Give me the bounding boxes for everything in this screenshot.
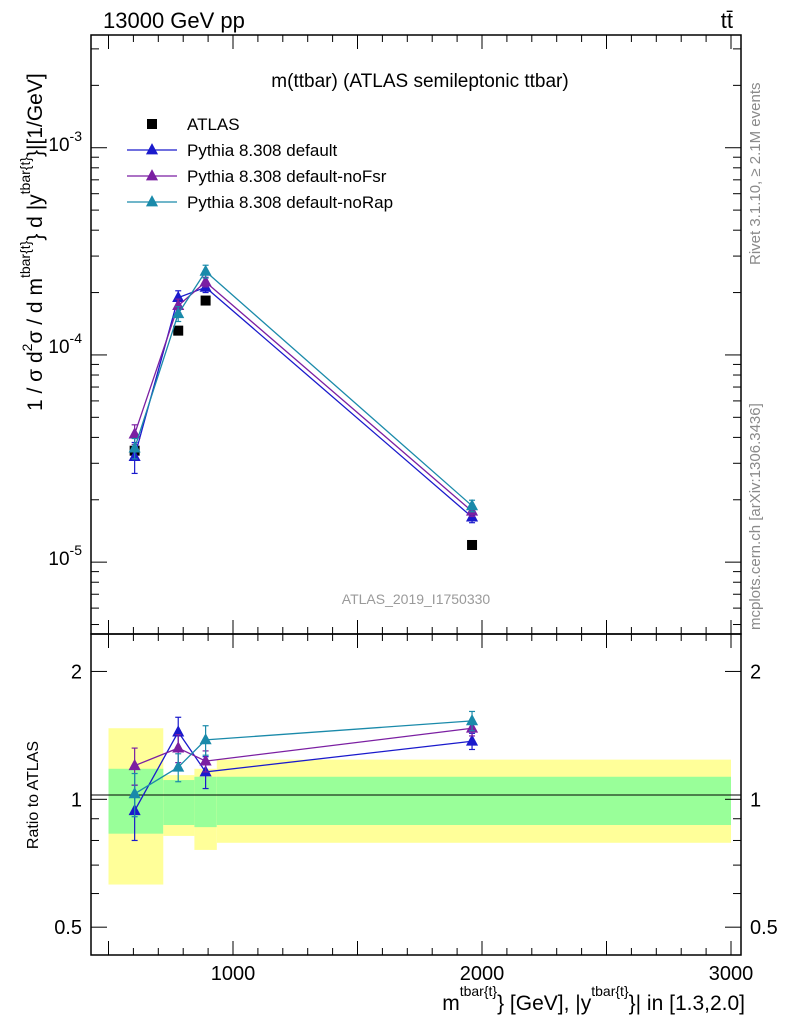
ratio-y-tick-labels: 0.5 0.5 1 1 2 2 — [54, 661, 778, 939]
data-point — [199, 754, 212, 766]
data-point — [128, 441, 141, 453]
legend: ATLAS Pythia 8.308 default Pythia 8.308 de… — [127, 115, 393, 212]
data-point — [145, 143, 159, 155]
data-point — [465, 498, 479, 511]
ratio-ytick-label-left: 0.5 — [54, 917, 82, 939]
legend-label: Pythia 8.308 default-noRap — [187, 193, 393, 212]
ytick-exponent: -5 — [70, 542, 83, 558]
data-point — [467, 539, 478, 550]
ratio-panel: 0.5 0.5 1 1 2 2 1000 2000 3000 Ratio to ATLAS m… — [25, 633, 778, 1015]
legend-item: Pythia 8.308 default — [127, 141, 338, 160]
main-series-layer — [128, 264, 479, 550]
data-point — [147, 119, 157, 129]
series-line — [134, 727, 473, 767]
series-line — [134, 286, 473, 518]
xtick-label: 3000 — [709, 963, 754, 985]
main-panel: 10-5 10-4 10-3 1 / σ d2σ / d mtbar{t}} d… — [17, 34, 742, 635]
data-point — [465, 714, 479, 726]
legend-item: Pythia 8.308 default-noRap — [127, 193, 393, 212]
legend-item: ATLAS — [147, 115, 240, 134]
xtick-label: 2000 — [460, 963, 505, 985]
x-axis-label: mtbar{t}} [GeV], |ytbar{t}}| in [1.3,2.0… — [442, 983, 745, 1015]
data-point — [145, 195, 159, 207]
data-point — [172, 298, 185, 311]
x-tick-labels: 1000 2000 3000 — [211, 963, 754, 985]
data-point — [128, 787, 141, 799]
mcplots-label: mcplots.cern.ch [arXiv:1306.3436] — [747, 403, 764, 630]
data-point — [199, 275, 212, 287]
ratio-ytick-label-right: 1 — [750, 789, 761, 811]
stat-band — [216, 776, 731, 825]
rivet-label: Rivet 3.1.10, ≥ 2.1M events — [747, 83, 764, 266]
uncertainty-bands — [108, 728, 731, 885]
data-point — [199, 264, 212, 276]
ytick-label-1e-4: 10-4 — [48, 330, 82, 358]
series-line — [134, 281, 473, 512]
ytick-label-1e-5: 10-5 — [48, 542, 82, 570]
ratio-plot-frame — [90, 633, 742, 956]
legend-label: Pythia 8.308 default-noFsr — [187, 167, 387, 186]
ratio-axis-ticks — [91, 634, 741, 955]
ratio-y-axis-label: Ratio to ATLAS — [25, 741, 42, 849]
process-label: tt̄ — [721, 8, 733, 33]
analysis-tag: ATLAS_2019_I1750330 — [342, 591, 491, 607]
data-point — [199, 733, 212, 745]
legend-label: Pythia 8.308 default — [187, 141, 338, 160]
energy-label: 13000 GeV pp — [103, 8, 245, 33]
data-point — [172, 760, 185, 772]
stat-band — [194, 776, 217, 828]
data-point — [465, 734, 479, 746]
stat-band — [108, 768, 164, 834]
ratio-series-layer — [128, 710, 479, 842]
main-y-axis-label: 1 / σ d2σ / d mtbar{t}} d |ytbar{t}}|[1/… — [17, 73, 47, 411]
data-point — [200, 295, 211, 306]
legend-label: ATLAS — [187, 115, 240, 134]
legend-item: Pythia 8.308 default-noFsr — [127, 167, 387, 186]
ratio-ytick-label-right: 2 — [750, 661, 761, 683]
xtick-label: 1000 — [211, 963, 256, 985]
data-point — [172, 290, 185, 303]
data-point — [173, 325, 184, 336]
data-point — [172, 725, 185, 737]
series-0 — [129, 295, 478, 550]
ytick-exponent: -4 — [70, 330, 83, 346]
main-axis-ticks — [91, 35, 741, 634]
series-line — [134, 270, 473, 507]
data-point — [128, 758, 141, 771]
chart-title: m(ttbar) (ATLAS semileptonic ttbar) — [271, 71, 568, 92]
data-point — [172, 306, 185, 319]
data-point — [172, 741, 185, 753]
ratio-series-2 — [128, 710, 479, 818]
ratio-ytick-label-left: 2 — [71, 661, 82, 683]
main-y-tick-labels: 10-5 10-4 10-3 — [48, 128, 82, 570]
ratio-ytick-label-right: 0.5 — [750, 917, 778, 939]
ytick-label-1e-3: 10-3 — [48, 128, 82, 156]
series-2 — [128, 275, 479, 518]
ratio-ytick-label-left: 1 — [71, 789, 82, 811]
series-line — [134, 720, 473, 795]
ytick-exponent: -3 — [70, 128, 83, 144]
data-point — [128, 427, 141, 439]
stat-band — [163, 780, 195, 825]
series-3 — [128, 264, 479, 513]
series-line — [134, 730, 473, 812]
data-point — [145, 169, 159, 181]
